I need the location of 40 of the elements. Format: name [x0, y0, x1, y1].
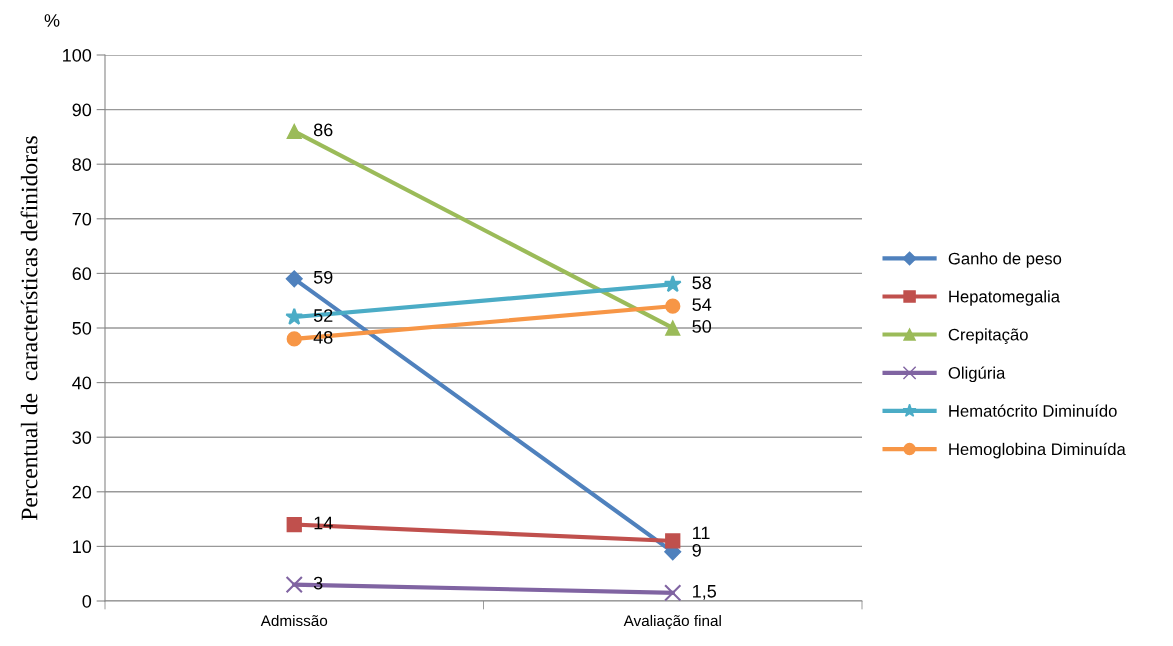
point — [285, 575, 303, 594]
point — [664, 584, 682, 601]
y-tick-label: 50 — [72, 321, 92, 335]
x-tick-label: Avaliação final — [623, 614, 721, 630]
data-label: 58 — [692, 276, 711, 290]
point — [663, 274, 682, 293]
point — [286, 331, 302, 347]
y-tick-label: 60 — [72, 267, 92, 281]
data-label: 11 — [693, 526, 710, 540]
point — [285, 307, 304, 325]
y-tick-label: 90 — [72, 103, 92, 117]
point — [665, 298, 681, 314]
y-tick-label: 40 — [72, 376, 92, 390]
y-tick-label: 80 — [72, 158, 92, 171]
point — [665, 320, 681, 336]
point — [286, 516, 302, 533]
data-label: 59 — [313, 270, 333, 284]
y-tick-label: 70 — [72, 212, 92, 226]
data-label: 50 — [692, 320, 712, 333]
y-tick-label: 0 — [82, 594, 92, 608]
y-tick-label: 10 — [73, 540, 92, 554]
point — [286, 123, 302, 140]
legend-label: Oligúria — [948, 366, 1006, 383]
data-label: 1,5 — [693, 585, 717, 600]
legend-label: Hemoglobina Diminuída — [949, 442, 1126, 459]
data-label: 54 — [692, 298, 712, 312]
legend-label: Ganho de peso — [948, 252, 1062, 268]
legend-label: Hepatomegalia — [949, 290, 1061, 306]
legend-label: Crepitação — [948, 328, 1028, 344]
y-axis-title: Percentual de características definidoras — [20, 136, 38, 521]
data-label: 86 — [313, 123, 333, 137]
data-label: 9 — [692, 543, 701, 557]
x-tick-label: Admissão — [260, 614, 328, 627]
point — [285, 270, 303, 288]
y-tick-label: 20 — [72, 485, 92, 499]
point — [665, 533, 681, 549]
legend-label: Hematócrito Diminuído — [949, 404, 1117, 417]
text: % — [44, 14, 60, 27]
y-tick-label: 100 — [63, 48, 92, 62]
y-tick-label: 30 — [72, 431, 92, 444]
